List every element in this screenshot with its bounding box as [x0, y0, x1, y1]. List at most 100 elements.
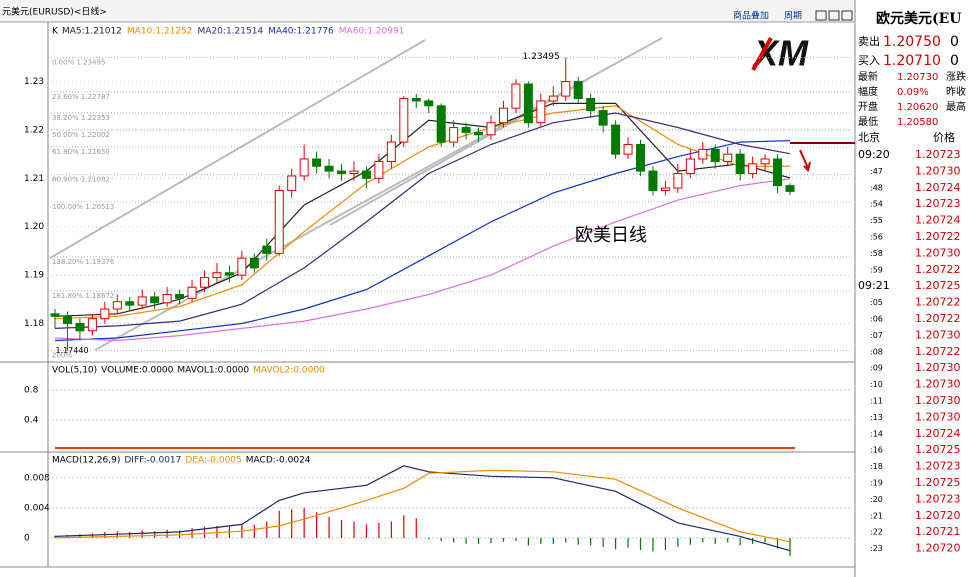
fib-label: 23.60% 1.22787: [52, 93, 110, 101]
candle-body: [312, 158, 322, 167]
quote-label: 最新: [858, 70, 878, 83]
quote-value: 涨跌: [946, 70, 966, 83]
fib-label: 200%: [52, 352, 72, 360]
candle-body: [237, 257, 247, 276]
tick-price: 1.20723: [915, 148, 961, 161]
candle-body: [386, 141, 396, 162]
icon-button[interactable]: [828, 10, 840, 21]
candle-body: [324, 165, 334, 172]
candle-body: [287, 175, 297, 191]
candle-body: [573, 81, 583, 100]
tick-time: :07: [870, 331, 883, 340]
quote-value: 1.20580: [897, 117, 938, 128]
candle-body: [511, 83, 521, 109]
candle-body: [623, 143, 633, 155]
tick-time: :06: [870, 315, 883, 324]
candle-body: [461, 127, 471, 133]
candle-body: [660, 187, 670, 191]
y-tick-label: 0.4: [24, 416, 39, 426]
quote-value: 0: [950, 34, 959, 50]
quote-label: 卖出: [858, 34, 880, 48]
candle-body: [399, 98, 409, 143]
tick-time: :58: [870, 249, 883, 258]
logo: XM: [751, 33, 809, 74]
candle-body: [611, 124, 621, 155]
fib-label: 80.90% 1.21082: [52, 175, 110, 183]
candle-body: [75, 323, 85, 332]
candle-body: [735, 153, 745, 175]
quote-label: 最低: [858, 115, 878, 128]
candle-body: [112, 301, 122, 310]
fib-label: 138.20% 1.19376: [52, 258, 115, 266]
tick-price: 1.20730: [915, 328, 961, 341]
tick-price: 1.20720: [915, 542, 961, 555]
tick-price: 1.20730: [915, 246, 961, 259]
overlay-button[interactable]: 商品叠加: [733, 10, 769, 22]
legend-entry: MA60:1.20991: [339, 27, 405, 37]
tick-price: 1.20725: [915, 443, 961, 456]
candle-body: [299, 158, 309, 177]
y-tick-label: 1.19: [24, 271, 44, 281]
candle-body: [411, 98, 421, 102]
candle-body: [586, 98, 596, 112]
panel-title: MAVOL1:0.0000: [177, 366, 249, 376]
tick-price: 1.20723: [915, 197, 961, 210]
quote-value: 昨收: [946, 85, 966, 98]
tick-time: :23: [870, 544, 883, 553]
candle-body: [187, 286, 197, 299]
candle-body: [212, 272, 222, 279]
tick-time: :18: [870, 462, 883, 471]
candle-body: [62, 315, 72, 325]
tick-price: 1.20730: [915, 410, 961, 423]
icon-button[interactable]: [841, 10, 853, 21]
ma-line: [54, 469, 791, 543]
tick-price: 1.20725: [915, 279, 961, 292]
ma-line: [54, 178, 791, 342]
legend-entry: MA20:1.21514: [198, 27, 264, 37]
fib-label: 38.20% 1.22353: [52, 114, 110, 122]
candle-body: [723, 153, 733, 162]
candle-body: [361, 170, 371, 179]
candle-body: [87, 318, 97, 332]
icon-button[interactable]: [815, 10, 827, 21]
y-tick-label: 1.21: [24, 174, 44, 184]
panel-title: VOLUME:0.0000: [101, 366, 173, 376]
candle-body: [199, 277, 209, 288]
period-button[interactable]: 周期: [784, 11, 802, 22]
y-tick-label: 0.004: [24, 503, 50, 513]
candle-body: [773, 158, 783, 187]
candle-body: [224, 272, 234, 276]
legend-entry: MACD:-0.0024: [246, 456, 311, 466]
legend-entry: MA5:1.21012: [62, 27, 122, 37]
tick-time: 09:20: [858, 148, 890, 161]
candle-body: [523, 83, 533, 124]
tick-time: :54: [870, 200, 883, 209]
logo-accent: [751, 37, 773, 71]
candle-body: [760, 158, 770, 165]
candle-body: [748, 163, 758, 175]
tick-time: :19: [870, 479, 883, 488]
legend-entry: MA10:1.21252: [127, 27, 193, 37]
panel-title: VOL(5,10): [52, 366, 97, 376]
candle-body: [548, 95, 558, 102]
candle-body: [175, 293, 185, 299]
fib-label: 0.00% 1.23495: [52, 59, 105, 67]
candle-body: [685, 158, 695, 175]
ma-line: [54, 112, 791, 329]
tick-price: 1.20720: [915, 509, 961, 522]
tick-price: 1.20723: [915, 460, 961, 473]
tick-time: :05: [870, 298, 883, 307]
quote-label: 买入: [858, 54, 880, 67]
quote-label: 幅度: [858, 85, 878, 98]
candle-body: [710, 148, 720, 162]
candle-body: [100, 308, 110, 320]
tick-price: 1.20722: [915, 345, 961, 358]
quote-label: 开盘: [858, 100, 878, 113]
tick-time: :14: [870, 429, 883, 438]
toolbar: [0, 0, 855, 22]
candle-body: [785, 185, 795, 192]
legend-entry: DIFF:-0.0017: [124, 456, 181, 466]
ma-line: [54, 140, 791, 342]
quote-value: 最高: [946, 100, 966, 113]
